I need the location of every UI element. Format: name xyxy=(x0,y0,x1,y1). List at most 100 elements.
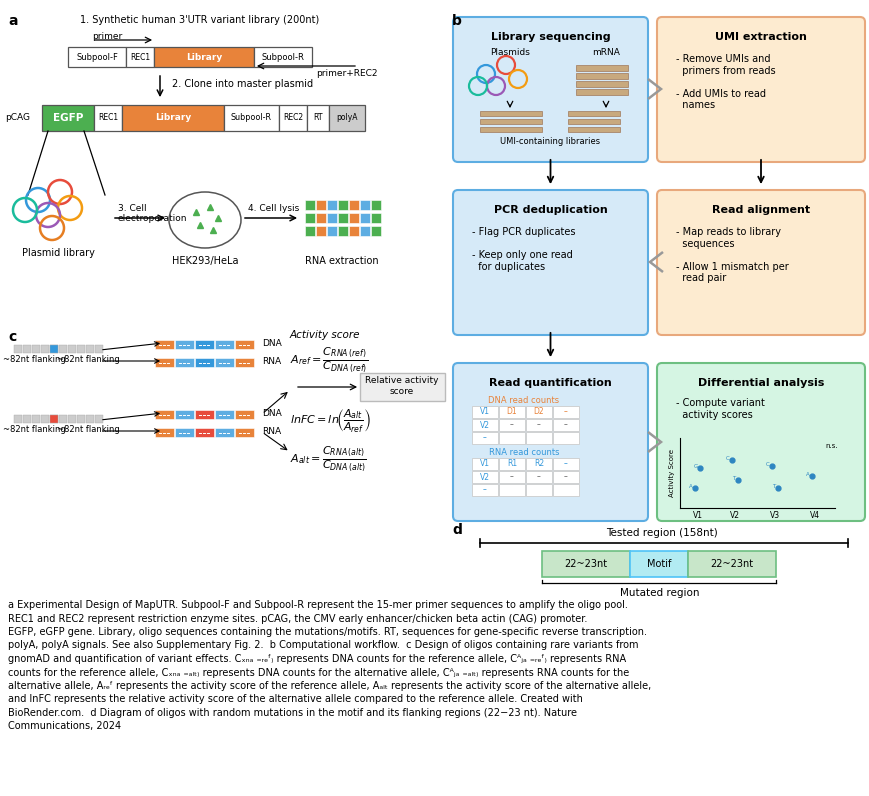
Bar xyxy=(68,47,126,67)
Bar xyxy=(14,345,22,353)
Text: EGFP, eGFP gene. Library, oligo sequences containing the mutations/motifs. RT, s: EGFP, eGFP gene. Library, oligo sequence… xyxy=(8,627,647,637)
Bar xyxy=(499,432,524,444)
Text: counts for the reference allele, Cₓₙₐ ₌ₐₗₜ₎ represents DNA counts for the altern: counts for the reference allele, Cₓₙₐ ₌ₐ… xyxy=(8,668,628,677)
Bar xyxy=(235,428,254,437)
Bar xyxy=(526,471,551,483)
Bar xyxy=(32,345,40,353)
Bar xyxy=(254,47,312,67)
Bar xyxy=(526,406,551,418)
Bar xyxy=(526,432,551,444)
Bar xyxy=(175,340,194,349)
Bar xyxy=(14,415,22,423)
Text: V1: V1 xyxy=(693,511,702,520)
Text: Relative activity: Relative activity xyxy=(365,376,438,385)
Bar xyxy=(195,358,214,367)
Bar xyxy=(154,47,254,67)
Text: Plasmid library: Plasmid library xyxy=(22,248,95,258)
Bar xyxy=(86,415,94,423)
Text: V2: V2 xyxy=(480,473,489,482)
Bar xyxy=(472,432,497,444)
Text: Subpool-F: Subpool-F xyxy=(76,53,118,61)
Bar xyxy=(50,345,58,353)
Bar xyxy=(348,226,359,236)
Bar xyxy=(279,105,307,131)
FancyBboxPatch shape xyxy=(453,363,647,521)
Text: Subpool-R: Subpool-R xyxy=(230,114,271,123)
FancyBboxPatch shape xyxy=(453,17,647,162)
Bar xyxy=(235,410,254,419)
Bar xyxy=(23,415,31,423)
Bar xyxy=(327,200,336,210)
Text: –: – xyxy=(563,408,567,416)
Text: pCAG: pCAG xyxy=(5,114,30,123)
Bar xyxy=(499,419,524,431)
Bar xyxy=(86,345,94,353)
Text: –: – xyxy=(563,459,567,469)
Bar xyxy=(553,484,579,496)
Bar xyxy=(215,410,234,419)
Text: Library sequencing: Library sequencing xyxy=(490,32,610,42)
Bar xyxy=(95,345,103,353)
Text: V3: V3 xyxy=(769,511,779,520)
Text: DNA read counts: DNA read counts xyxy=(488,396,559,405)
Bar xyxy=(553,458,579,470)
Text: Subpool-R: Subpool-R xyxy=(262,53,304,61)
Text: d: d xyxy=(452,523,461,537)
Text: HEK293/HeLa: HEK293/HeLa xyxy=(171,256,238,266)
Bar xyxy=(499,484,524,496)
Bar xyxy=(77,415,85,423)
Text: R2: R2 xyxy=(534,459,543,469)
Text: –: – xyxy=(482,486,487,494)
Bar xyxy=(23,345,31,353)
Bar xyxy=(50,415,58,423)
Bar xyxy=(553,471,579,483)
Text: a: a xyxy=(8,14,17,28)
Bar xyxy=(526,458,551,470)
Bar xyxy=(68,345,76,353)
Text: PCR deduplication: PCR deduplication xyxy=(493,205,607,215)
Bar xyxy=(348,200,359,210)
Bar xyxy=(567,127,620,132)
Text: –: – xyxy=(563,473,567,482)
Text: Activity score: Activity score xyxy=(289,330,360,340)
Text: RNA read counts: RNA read counts xyxy=(488,448,559,457)
Bar xyxy=(526,484,551,496)
Bar xyxy=(553,432,579,444)
Bar xyxy=(77,345,85,353)
Bar xyxy=(195,428,214,437)
Text: V2: V2 xyxy=(729,511,740,520)
Text: 3. Cell
electroporation: 3. Cell electroporation xyxy=(118,204,188,224)
Bar xyxy=(553,406,579,418)
Bar xyxy=(155,340,174,349)
Text: a Experimental Design of MapUTR. Subpool-F and Subpool-R represent the 15-mer pr: a Experimental Design of MapUTR. Subpool… xyxy=(8,600,627,610)
Bar xyxy=(575,65,627,71)
FancyBboxPatch shape xyxy=(453,190,647,335)
Bar xyxy=(499,458,524,470)
Bar xyxy=(315,226,326,236)
Text: RNA: RNA xyxy=(262,427,281,436)
Text: Library: Library xyxy=(186,53,222,61)
Bar xyxy=(360,226,369,236)
Text: Motif: Motif xyxy=(646,559,670,569)
Bar xyxy=(305,200,315,210)
Text: REC1: REC1 xyxy=(129,53,149,61)
Text: V1: V1 xyxy=(480,408,489,416)
Text: ~82nt flanking: ~82nt flanking xyxy=(3,355,65,364)
Bar xyxy=(327,226,336,236)
Text: DNA: DNA xyxy=(262,409,282,419)
Text: ~82nt flanking: ~82nt flanking xyxy=(56,355,119,364)
Text: DNA: DNA xyxy=(262,340,282,349)
Text: C: C xyxy=(766,462,769,467)
Text: BioRender.com.  d Diagram of oligos with random mutations in the motif and its f: BioRender.com. d Diagram of oligos with … xyxy=(8,708,576,718)
Bar xyxy=(480,119,541,124)
Bar xyxy=(155,428,174,437)
Bar xyxy=(235,358,254,367)
Text: ~82nt flanking: ~82nt flanking xyxy=(3,425,65,434)
Bar xyxy=(122,105,223,131)
Text: REC1: REC1 xyxy=(98,114,118,123)
Bar xyxy=(472,419,497,431)
Text: 2. Clone into master plasmid: 2. Clone into master plasmid xyxy=(172,79,313,89)
Text: D2: D2 xyxy=(533,408,544,416)
Text: ~82nt flanking: ~82nt flanking xyxy=(56,425,119,434)
Text: - Remove UMIs and
  primers from reads

- Add UMIs to read
  names: - Remove UMIs and primers from reads - A… xyxy=(675,54,775,111)
